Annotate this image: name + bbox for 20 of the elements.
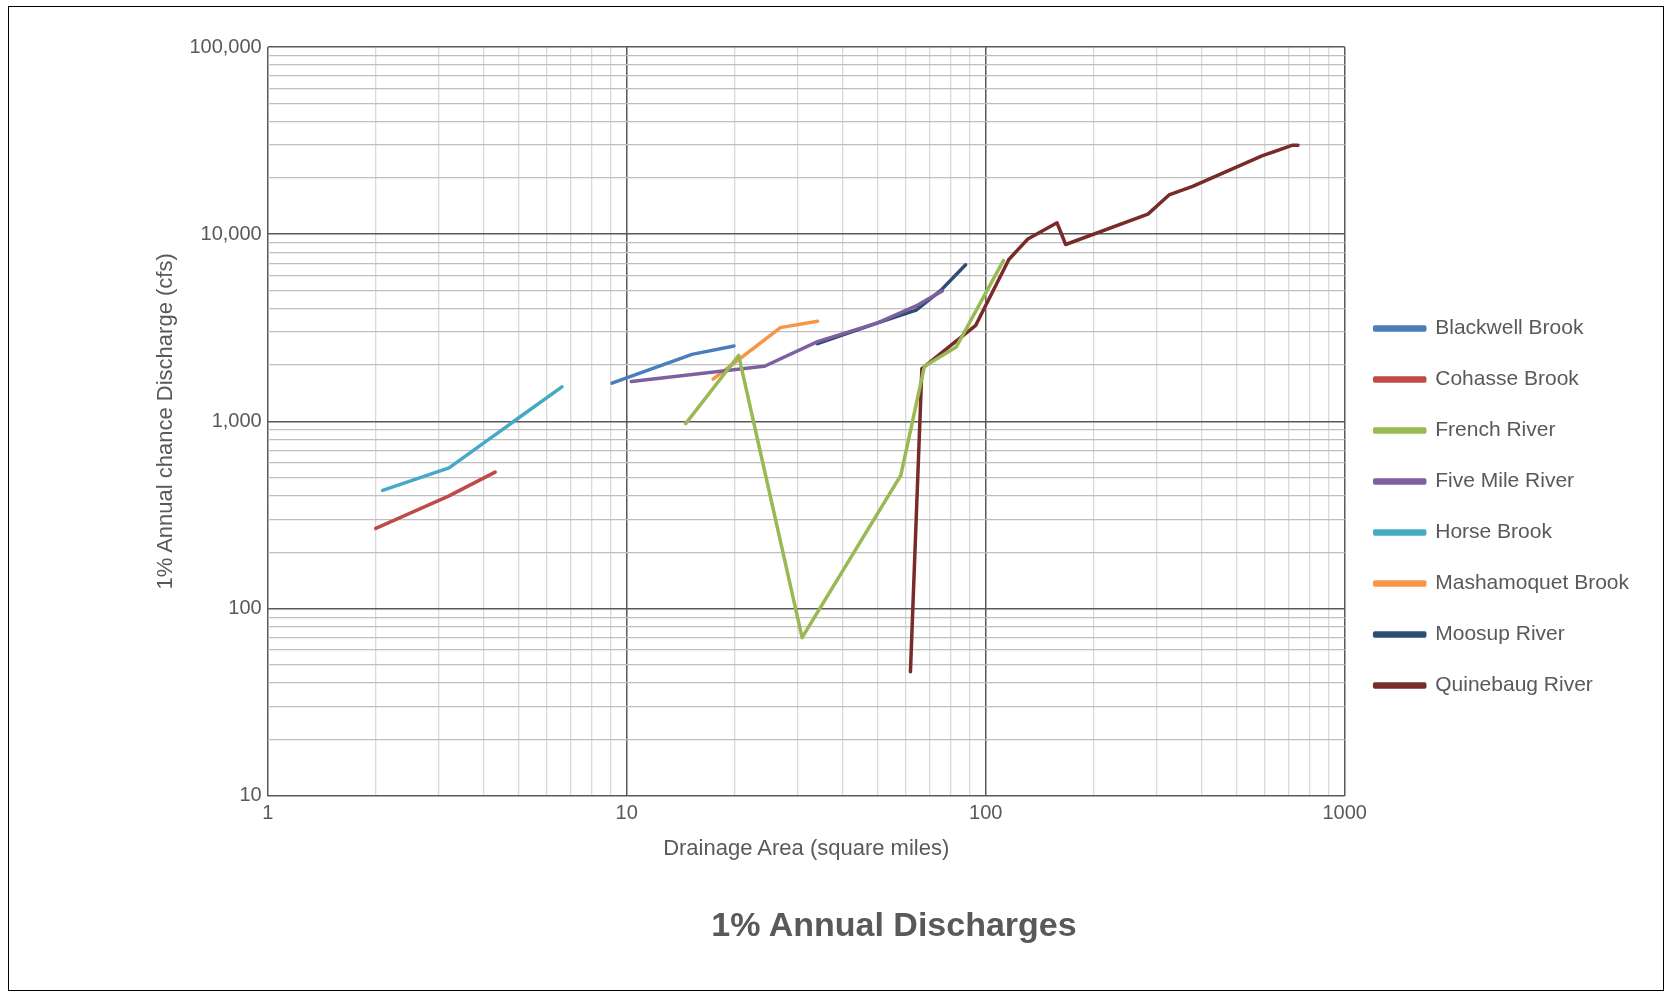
x-tick-label: 100	[969, 801, 1003, 824]
legend-label: Mashamoquet Brook	[1435, 570, 1630, 594]
y-tick-label: 1,000	[211, 408, 262, 431]
y-tick-label: 100	[228, 596, 262, 619]
x-tick-label: 1000	[1322, 801, 1367, 824]
legend-label: Moosup River	[1435, 621, 1565, 645]
legend-label: Quinebaug River	[1435, 672, 1593, 696]
legend-label: Horse Brook	[1435, 519, 1553, 543]
text: 1% Annual Discharges	[711, 904, 1077, 943]
legend-label: Blackwell Brook	[1435, 315, 1584, 339]
x-axis-title: Drainage Area (square miles)	[663, 835, 950, 861]
y-tick-label: 100,000	[189, 34, 262, 57]
x-tick-label: 1	[262, 801, 274, 824]
y-axis-title: 1% Annual chance Discharge (cfs)	[152, 253, 178, 590]
legend-label: French River	[1435, 417, 1556, 441]
y-tick-label: 10	[239, 783, 262, 806]
legend-label: Cohasse Brook	[1435, 366, 1580, 390]
y-tick-label: 10,000	[200, 221, 262, 244]
legend-label: Five Mile River	[1435, 468, 1575, 492]
x-tick-label: 10	[615, 801, 638, 824]
